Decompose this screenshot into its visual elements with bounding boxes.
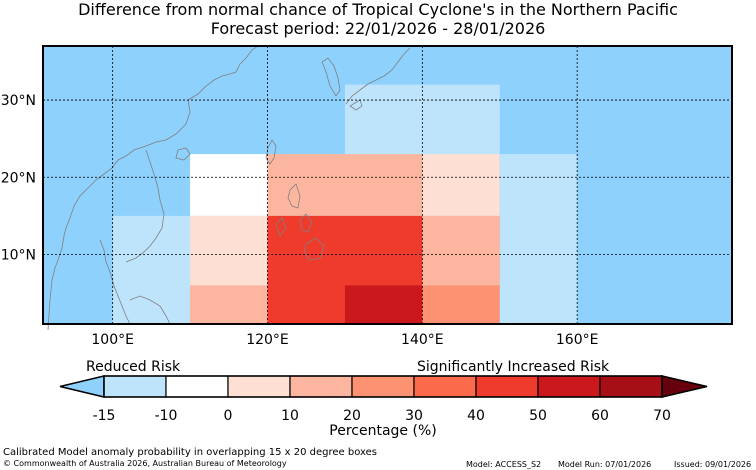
anomaly-cell	[422, 154, 500, 216]
colorbar-segment	[413, 375, 477, 398]
colorbar-tick-label: 10	[281, 408, 299, 424]
anomaly-cells	[43, 46, 732, 324]
colorbar-tick-label: 40	[467, 408, 485, 424]
anomaly-cell	[190, 285, 268, 324]
mainland-coastline	[47, 45, 259, 331]
hainan-coastline	[175, 147, 191, 161]
lat-tick-label: 20°N	[1, 170, 36, 186]
colorbar-tick-label: -10	[155, 408, 178, 424]
lon-tick-label: 120°E	[246, 332, 289, 348]
borneo-coastline	[129, 295, 171, 325]
lon-tick-label: 100°E	[91, 332, 134, 348]
anomaly-cell	[267, 154, 423, 216]
lat-tick-label: 10°N	[1, 248, 36, 264]
colorbar-over-arrow	[661, 375, 708, 398]
anomaly-cell	[422, 215, 500, 286]
anomaly-cell	[190, 154, 268, 216]
colorbar-tick-label: -15	[93, 408, 116, 424]
lon-tick-label: 140°E	[401, 332, 444, 348]
colorbar-ticks: -15 -10 0 10 20 30 40 50 60 70	[93, 408, 671, 424]
colorbar-axis-label: Percentage (%)	[329, 423, 436, 439]
korea-coastline	[321, 57, 341, 97]
mindanao-coastline	[303, 237, 325, 261]
colorbar-tick-label: 20	[343, 408, 361, 424]
title-line-1: Difference from normal chance of Tropica…	[78, 0, 678, 19]
luzon-coastline	[287, 183, 301, 209]
footer-copyright: © Commonwealth of Australia 2026, Austra…	[3, 459, 287, 468]
colorbar-segment	[351, 375, 415, 398]
kyushu-coastline	[349, 99, 363, 111]
colorbar-segment	[165, 375, 229, 398]
colorbar-segment	[289, 375, 353, 398]
colorbar-outline	[103, 375, 663, 398]
colorbar-segment	[537, 375, 601, 398]
visayas-coastline	[299, 213, 313, 233]
colorbar-tick-label: 60	[591, 408, 609, 424]
gridlines	[43, 46, 732, 324]
footer-model-run: Model Run: 07/01/2026	[558, 460, 652, 469]
anomaly-cell	[112, 215, 191, 324]
vietnam-coastline	[125, 149, 165, 263]
colorbar-segment	[103, 375, 167, 398]
colorbar-segment	[599, 375, 663, 398]
colorbar-label-reduced: Reduced Risk	[86, 359, 181, 375]
colorbar-tick-label: 50	[529, 408, 547, 424]
title-line-2: Forecast period: 22/01/2026 - 28/01/2026	[210, 19, 546, 38]
footer-issued: Issued: 09/01/2026	[674, 460, 752, 469]
anomaly-cell	[190, 215, 268, 286]
anomaly-cell	[499, 154, 578, 324]
footer-model: Model: ACCESS_S2	[466, 460, 542, 469]
colorbar-label-increased: Significantly Increased Risk	[417, 359, 610, 375]
colorbar	[59, 375, 708, 398]
taiwan-coastline	[265, 139, 277, 165]
map-frame	[42, 45, 733, 325]
anomaly-cell	[344, 285, 423, 324]
footer-description: Calibrated Model anomaly probability in …	[3, 447, 378, 458]
colorbar-segment	[227, 375, 291, 398]
lon-tick-label: 160°E	[556, 332, 599, 348]
colorbar-tick-label: 0	[224, 408, 233, 424]
lat-tick-label: 30°N	[1, 93, 36, 109]
anomaly-cell	[422, 285, 500, 324]
colorbar-under-arrow	[59, 375, 105, 398]
colorbar-segment	[475, 375, 539, 398]
colorbar-tick-label: 30	[405, 408, 423, 424]
japan-coastline	[345, 47, 411, 105]
coastlines	[47, 45, 411, 331]
colorbar-tick-label: 70	[653, 408, 671, 424]
tick-labels: 100°E 120°E 140°E 160°E 10°N 20°N 30°N	[1, 93, 599, 348]
peninsula-coastline	[99, 239, 131, 325]
palawan-coastline	[275, 217, 287, 237]
